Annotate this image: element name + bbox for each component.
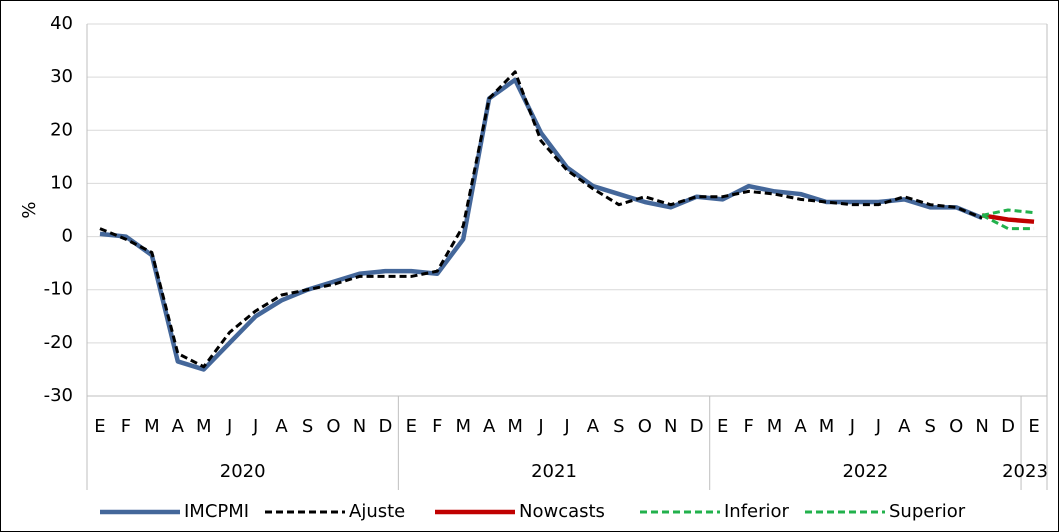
- x-group-label: 2023: [1002, 461, 1048, 482]
- x-tick-label: M: [144, 416, 160, 437]
- y-tick-label: 40: [50, 13, 73, 34]
- x-tick-label: S: [613, 416, 624, 437]
- x-group-label: 2022: [842, 461, 888, 482]
- y-tick-label: 10: [50, 172, 73, 193]
- x-group-label: 2021: [531, 461, 577, 482]
- x-tick-label: D: [1001, 416, 1015, 437]
- series-line: [99, 70, 983, 369]
- x-tick-label: O: [949, 416, 963, 437]
- x-tick-label: F: [743, 416, 753, 437]
- series-line: [981, 213, 1035, 231]
- series-line: [981, 208, 1035, 217]
- x-tick-label: A: [172, 416, 185, 437]
- y-tick-label: -30: [44, 385, 73, 406]
- x-tick-label: A: [587, 416, 600, 437]
- x-tick-label: M: [455, 416, 471, 437]
- x-tick-label: F: [121, 416, 131, 437]
- x-tick-label: F: [432, 416, 442, 437]
- x-tick-label: S: [925, 416, 936, 437]
- x-tick-label: M: [196, 416, 212, 437]
- x-tick-label: A: [898, 416, 911, 437]
- x-tick-label: J: [875, 416, 881, 437]
- y-tick-label: -20: [44, 332, 73, 353]
- x-tick-label: J: [537, 416, 543, 437]
- x-tick-label: S: [302, 416, 313, 437]
- series-line: [981, 213, 1035, 224]
- x-tick-label: M: [767, 416, 783, 437]
- x-tick-label: E: [406, 416, 417, 437]
- x-tick-label: N: [664, 416, 677, 437]
- y-tick-label: 0: [62, 226, 73, 247]
- x-tick-label: J: [563, 416, 569, 437]
- x-tick-label: O: [326, 416, 340, 437]
- x-tick-label: M: [819, 416, 835, 437]
- x-tick-label: A: [483, 416, 496, 437]
- legend-label: Ajuste: [349, 501, 405, 522]
- x-tick-label: N: [975, 416, 988, 437]
- y-axis-title: %: [19, 201, 40, 218]
- y-tick-label: 20: [50, 119, 73, 140]
- legend-label: Nowcasts: [519, 501, 605, 522]
- x-tick-label: E: [94, 416, 105, 437]
- legend-label: Inferior: [724, 501, 790, 522]
- legend-label: IMCPMI: [184, 501, 249, 522]
- x-tick-label: E: [1028, 416, 1039, 437]
- x-tick-label: J: [849, 416, 855, 437]
- x-tick-label: M: [507, 416, 523, 437]
- y-tick-label: -10: [44, 279, 73, 300]
- x-tick-label: N: [353, 416, 366, 437]
- x-group-label: 2020: [220, 461, 266, 482]
- x-tick-label: A: [275, 416, 288, 437]
- legend-label: Superior: [889, 501, 966, 522]
- x-tick-label: D: [690, 416, 704, 437]
- x-tick-label: D: [378, 416, 392, 437]
- x-tick-label: A: [794, 416, 807, 437]
- x-tick-label: J: [226, 416, 232, 437]
- x-tick-label: E: [717, 416, 728, 437]
- x-tick-label: J: [252, 416, 258, 437]
- y-tick-label: 30: [50, 66, 73, 87]
- x-tick-label: O: [638, 416, 652, 437]
